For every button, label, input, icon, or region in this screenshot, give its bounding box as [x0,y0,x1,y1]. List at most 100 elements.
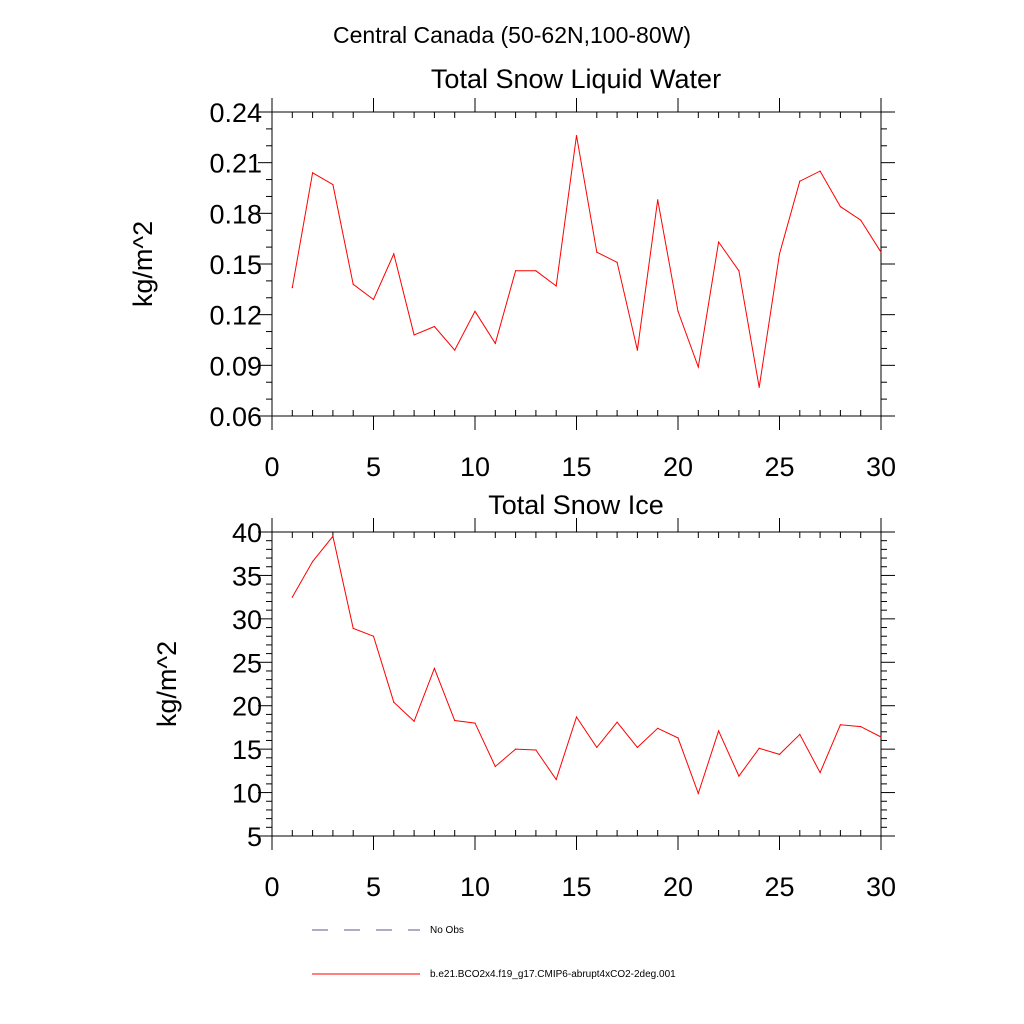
data-point [799,180,801,182]
data-point [291,287,293,289]
y-tick-label: 5 [247,822,262,852]
y-ticks [258,531,895,837]
data-point [515,270,517,272]
data-point [819,170,821,172]
chart-panel-snow-ice: Total Snow Ice kg/m^2 0 5 10 15 20 25 30 51015… [152,490,896,902]
series-line [291,535,882,795]
y-tick-label: 15 [232,735,262,765]
y-axis-label: kg/m^2 [152,641,182,727]
y-tick-label: 25 [232,648,262,678]
x-tick-label: 0 [264,452,279,482]
data-point [535,270,537,272]
y-ticks [258,111,895,417]
data-point [677,310,679,312]
data-point [657,199,659,201]
data-point [433,667,435,669]
data-point [819,771,821,774]
data-point [312,172,314,174]
data-point [738,775,740,777]
data-point [393,701,395,703]
data-point [555,778,557,781]
x-tick-label: 0 [264,872,279,902]
y-tick-label: 0.06 [209,402,262,432]
y-axis-label: kg/m^2 [128,221,158,307]
y-tick-label: 0.24 [209,98,262,128]
data-point [697,366,699,368]
data-point [413,720,415,722]
data-point [860,219,862,221]
data-point [433,325,435,328]
data-point [312,560,314,563]
data-point [799,733,801,735]
data-point [778,253,781,255]
data-point [880,251,882,253]
y-tick-labels: 0.06 0.09 0.12 0.15 0.18 0.21 0.24 [209,98,262,432]
data-point [474,722,476,724]
series-marks [291,535,882,795]
chart-title: Total Snow Ice [488,490,664,520]
data-point [860,725,862,728]
data-point [657,727,659,729]
data-point [535,749,537,751]
y-tick-label: 30 [232,605,262,635]
x-tick-label: 15 [561,452,591,482]
data-point [596,251,598,253]
y-tick-label: 0.15 [209,250,262,280]
data-point [697,792,699,795]
data-point [616,721,618,723]
data-point [636,746,639,749]
x-tick-label: 10 [460,872,490,902]
legend-label-no-obs: No Obs [430,925,464,936]
data-point [372,635,375,637]
x-tick-labels: 0 5 10 15 20 25 30 [264,452,896,482]
x-tick-label: 30 [866,452,896,482]
data-point [291,596,293,598]
data-point [880,736,882,738]
y-tick-label: 0.18 [209,199,262,229]
data-point [575,716,578,718]
legend: No Obs b.e21.BCO2x4.f19_g17.CMIP6-abrupt… [312,925,676,980]
x-tick-label: 5 [366,872,381,902]
series-line [291,135,882,388]
y-tick-label: 20 [232,692,262,722]
x-tick-label: 15 [561,872,591,902]
data-point [515,748,517,750]
y-tick-labels: 5 10 15 20 25 30 35 40 [232,518,262,852]
x-tick-label: 30 [866,872,896,902]
data-point [494,342,496,344]
data-point [372,298,375,301]
y-tick-label: 0.21 [209,149,262,179]
data-point [413,334,415,336]
data-point [636,349,639,351]
x-ticks [271,98,882,430]
data-point [839,205,842,208]
data-point [758,386,760,388]
data-point [454,719,456,722]
data-point [718,730,720,732]
data-point [718,241,720,243]
y-tick-label: 0.09 [209,351,262,381]
y-tick-label: 35 [232,561,262,591]
data-point [352,283,354,285]
legend-label-model: b.e21.BCO2x4.f19_g17.CMIP6-abrupt4xCO2-2… [430,969,676,980]
y-tick-label: 40 [232,518,262,548]
data-point [393,253,395,255]
x-tick-label: 5 [366,452,381,482]
x-ticks [271,518,882,850]
data-point [474,310,476,312]
plot-frame [271,111,882,417]
data-point [677,737,679,739]
x-tick-label: 25 [764,452,794,482]
y-tick-label: 0.12 [209,301,262,331]
plot-frame [271,531,882,837]
x-tick-label: 20 [663,452,693,482]
data-point [839,724,842,726]
data-point [352,627,354,630]
y-tick-label: 10 [232,779,262,809]
data-point [758,747,760,749]
data-point [575,135,578,137]
data-point [596,746,598,749]
x-tick-label: 10 [460,452,490,482]
data-point [738,270,740,272]
